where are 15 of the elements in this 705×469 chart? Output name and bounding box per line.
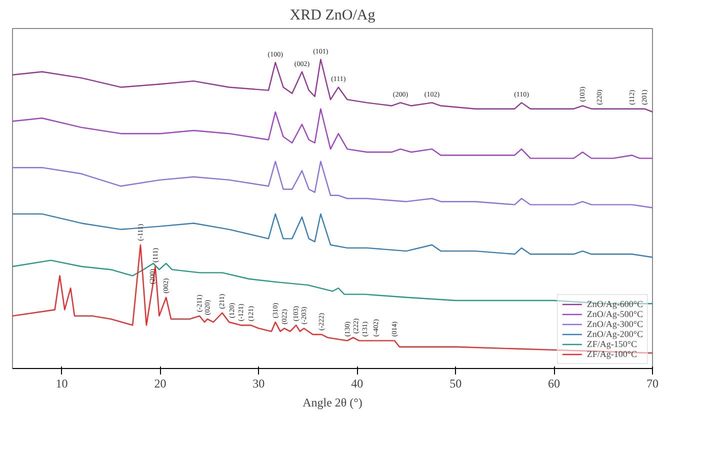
x-tick-label: 10	[56, 376, 68, 390]
x-tick-label: 50	[450, 376, 462, 390]
legend-label: ZF/Ag-100°C	[586, 349, 637, 359]
legend-label: ZnO/Ag-200°C	[586, 329, 643, 339]
legend-label: ZnO/Ag-600°C	[586, 299, 643, 309]
x-tick-label: 40	[351, 376, 364, 390]
x-tick-label: 60	[548, 376, 560, 390]
legend-label: ZnO/Ag-300°C	[586, 319, 643, 329]
x-axis-title: Angle 2θ (°)	[302, 396, 362, 410]
legend-label: ZnO/Ag-500°C	[586, 309, 643, 319]
legend-label: ZF/Ag-150°C	[586, 339, 637, 349]
x-tick-label: 70	[646, 376, 658, 390]
x-tick-label: 30	[252, 376, 265, 390]
x-tick-label: 20	[154, 376, 166, 390]
chart-title: XRD ZnO/Ag	[290, 8, 376, 24]
